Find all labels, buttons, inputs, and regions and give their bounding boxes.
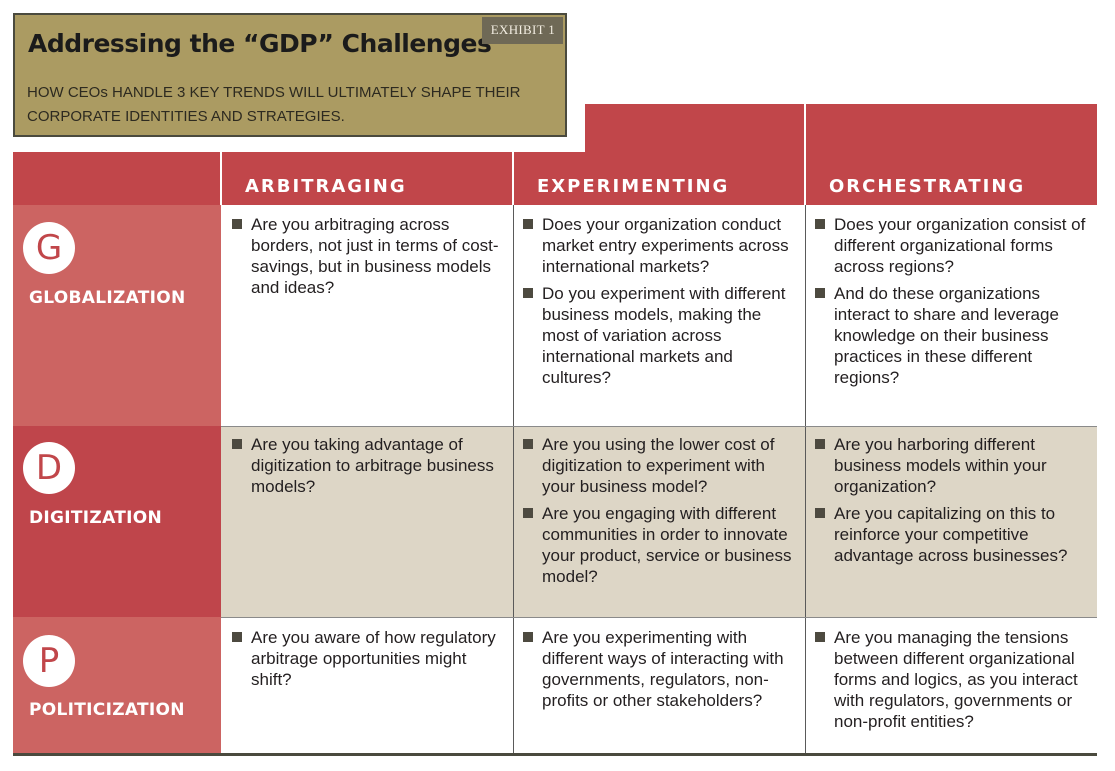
column-header-experimenting: EXPERIMENTING: [537, 176, 730, 197]
exhibit-subtitle: HOW CEOs HANDLE 3 KEY TRENDS WILL ULTIMA…: [27, 84, 521, 125]
question-item: Are you engaging with different communit…: [521, 503, 799, 587]
header-band-top: [585, 104, 1097, 152]
row-label-digitization: D DIGITIZATION: [13, 426, 221, 617]
letter-circle-p: P: [23, 635, 75, 687]
grid-line-row-3: [221, 617, 1097, 618]
cell-politicization-experimenting: Are you experimenting with different way…: [521, 627, 797, 717]
cell-globalization-experimenting: Does your organization conduct market en…: [521, 214, 797, 394]
row-label-globalization: G GLOBALIZATION: [13, 205, 221, 426]
cell-politicization-arbitraging: Are you aware of how regulatory arbitrag…: [230, 627, 504, 696]
exhibit-badge: EXHIBIT 1: [481, 17, 563, 44]
row-background-politicization: [221, 617, 1097, 753]
question-item: Are you arbitraging across borders, not …: [230, 214, 504, 298]
column-header-arbitraging: ARBITRAGING: [245, 176, 407, 197]
question-item: Are you taking advantage of digitization…: [230, 434, 504, 497]
question-item: Do you experiment with different busines…: [521, 283, 797, 388]
table-bottom-rule: [13, 753, 1097, 756]
question-item: Does your organization conduct market en…: [521, 214, 797, 277]
title-box: Addressing the “GDP” Challenges EXHIBIT …: [13, 13, 567, 137]
exhibit-title: Addressing the “GDP” Challenges: [28, 29, 492, 58]
question-item: Are you capitalizing on this to reinforc…: [813, 503, 1093, 566]
row-background-globalization: [221, 205, 1097, 426]
header-divider-3: [804, 152, 806, 205]
question-item: Are you experimenting with different way…: [521, 627, 797, 711]
letter-circle-g: G: [23, 222, 75, 274]
cell-digitization-arbitraging: Are you taking advantage of digitization…: [230, 434, 504, 503]
question-item: Are you using the lower cost of digitiza…: [521, 434, 799, 497]
cell-digitization-orchestrating: Are you harboring different business mod…: [813, 434, 1093, 572]
header-separator: [804, 104, 806, 152]
row-name-digitization: DIGITIZATION: [29, 508, 163, 528]
grid-line-col-2: [513, 205, 514, 753]
header-band: [13, 152, 1097, 205]
question-item: Are you managing the tensions between di…: [813, 627, 1091, 732]
question-item: Does your organization consist of differ…: [813, 214, 1091, 277]
question-item: And do these organizations interact to s…: [813, 283, 1091, 388]
row-background-digitization: [221, 426, 1097, 617]
grid-line-col-3: [805, 205, 806, 753]
cell-digitization-experimenting: Are you using the lower cost of digitiza…: [521, 434, 799, 593]
header-divider-1: [220, 152, 222, 205]
letter-circle-d: D: [23, 442, 75, 494]
column-header-orchestrating: ORCHESTRATING: [829, 176, 1026, 197]
cell-politicization-orchestrating: Are you managing the tensions between di…: [813, 627, 1091, 738]
header-divider-2: [512, 152, 514, 205]
cell-globalization-arbitraging: Are you arbitraging across borders, not …: [230, 214, 504, 304]
row-name-globalization: GLOBALIZATION: [29, 288, 186, 308]
question-item: Are you aware of how regulatory arbitrag…: [230, 627, 504, 690]
row-label-politicization: P POLITICIZATION: [13, 617, 221, 753]
grid-line-row-2: [221, 426, 1097, 427]
question-item: Are you harboring different business mod…: [813, 434, 1093, 497]
cell-globalization-orchestrating: Does your organization consist of differ…: [813, 214, 1091, 394]
row-name-politicization: POLITICIZATION: [29, 700, 185, 720]
